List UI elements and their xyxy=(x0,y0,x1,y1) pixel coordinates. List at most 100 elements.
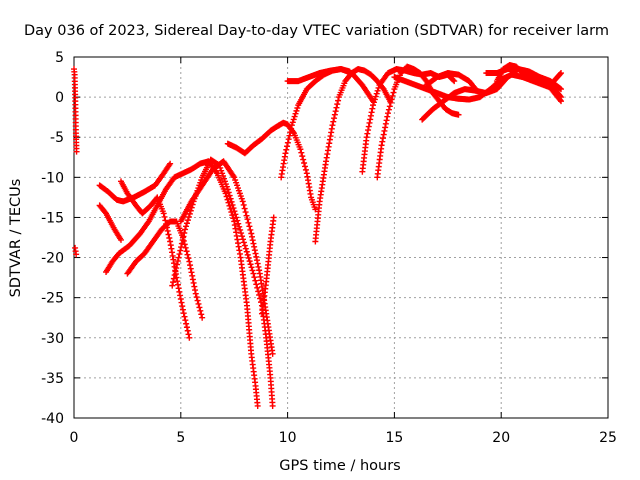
data-point xyxy=(367,112,374,119)
data-point xyxy=(196,304,203,311)
data-point xyxy=(312,206,319,213)
data-point xyxy=(185,255,192,262)
y-tick-label: -25 xyxy=(41,291,64,307)
data-point xyxy=(472,86,479,93)
data-point xyxy=(239,236,246,243)
data-point xyxy=(181,229,188,236)
data-point xyxy=(230,205,237,212)
data-point xyxy=(386,103,393,110)
data-point xyxy=(162,217,169,224)
data-point xyxy=(191,283,198,290)
data-point xyxy=(249,233,255,240)
data-point xyxy=(184,217,191,224)
data-point xyxy=(370,102,377,109)
data-point xyxy=(199,314,206,321)
data-point xyxy=(247,261,254,268)
data-point xyxy=(242,245,249,252)
data-point xyxy=(183,324,190,331)
data-point xyxy=(331,111,338,118)
series-3 xyxy=(96,202,124,243)
data-point xyxy=(364,130,371,137)
data-point xyxy=(227,205,234,212)
data-point xyxy=(174,261,181,268)
data-point xyxy=(188,269,195,276)
data-point xyxy=(253,253,260,260)
data-point xyxy=(288,122,295,129)
data-point xyxy=(252,250,259,257)
axis-ticks xyxy=(73,56,609,419)
data-point xyxy=(234,217,241,224)
data-point xyxy=(371,96,378,103)
data-point xyxy=(363,134,370,141)
data-point xyxy=(269,402,276,409)
tick-labels: 0 5 10 15 20 25 5 0 -5 -10 -15 -20 -25 -30 -35 -40 xyxy=(41,50,617,446)
data-point xyxy=(288,125,295,132)
data-point xyxy=(177,296,184,303)
data-point xyxy=(270,214,277,221)
data-point xyxy=(365,127,372,134)
data-point xyxy=(73,148,80,155)
data-point xyxy=(284,139,291,146)
data-point xyxy=(226,202,233,209)
data-point xyxy=(291,113,298,120)
data-point xyxy=(240,201,247,208)
data-point xyxy=(241,205,248,212)
data-point xyxy=(180,233,187,240)
data-point xyxy=(235,220,242,227)
data-point xyxy=(223,193,230,200)
data-point xyxy=(367,116,374,123)
data-point xyxy=(186,258,193,265)
data-point xyxy=(382,124,389,131)
data-point xyxy=(174,258,181,265)
x-tick-label: 0 xyxy=(70,430,79,446)
data-point xyxy=(329,122,336,129)
data-point xyxy=(558,98,565,105)
data-point xyxy=(179,303,186,310)
data-point xyxy=(256,291,263,298)
data-point xyxy=(224,196,231,203)
series-21 xyxy=(493,62,565,105)
data-point xyxy=(173,265,180,272)
data-point xyxy=(382,120,389,127)
data-point xyxy=(286,132,293,139)
data-point xyxy=(198,311,205,318)
data-point xyxy=(184,327,191,334)
data-point xyxy=(240,239,247,246)
data-point xyxy=(299,153,306,160)
data-point xyxy=(246,223,253,230)
data-point xyxy=(183,320,190,327)
data-point xyxy=(183,223,190,230)
data-point xyxy=(166,235,173,242)
data-point xyxy=(285,136,292,143)
data-point xyxy=(255,263,262,270)
data-point xyxy=(451,78,458,85)
y-tick-label: -10 xyxy=(41,170,64,186)
data-point xyxy=(228,198,235,205)
data-point xyxy=(164,227,171,234)
data-point xyxy=(183,248,190,255)
data-point xyxy=(195,300,202,307)
data-point xyxy=(190,279,197,286)
data-point xyxy=(384,110,391,117)
data-point xyxy=(232,211,239,218)
data-point xyxy=(222,190,229,197)
data-point xyxy=(388,96,395,103)
series-10 xyxy=(224,122,283,157)
y-tick-label: -40 xyxy=(41,411,64,427)
data-point xyxy=(334,101,341,108)
data-point xyxy=(251,274,258,281)
y-tick-label: 5 xyxy=(55,50,64,66)
data-point xyxy=(244,251,251,258)
data-point xyxy=(290,116,297,123)
data-point xyxy=(255,288,262,295)
data-point xyxy=(254,284,261,291)
data-point xyxy=(178,240,185,247)
data-point xyxy=(251,243,258,250)
data-point xyxy=(369,105,376,112)
series-0 xyxy=(71,66,80,155)
data-point xyxy=(172,268,179,275)
x-tick-label: 10 xyxy=(279,430,297,446)
y-tick-label: -15 xyxy=(41,210,64,226)
data-point xyxy=(390,89,397,96)
data-point xyxy=(182,317,189,324)
